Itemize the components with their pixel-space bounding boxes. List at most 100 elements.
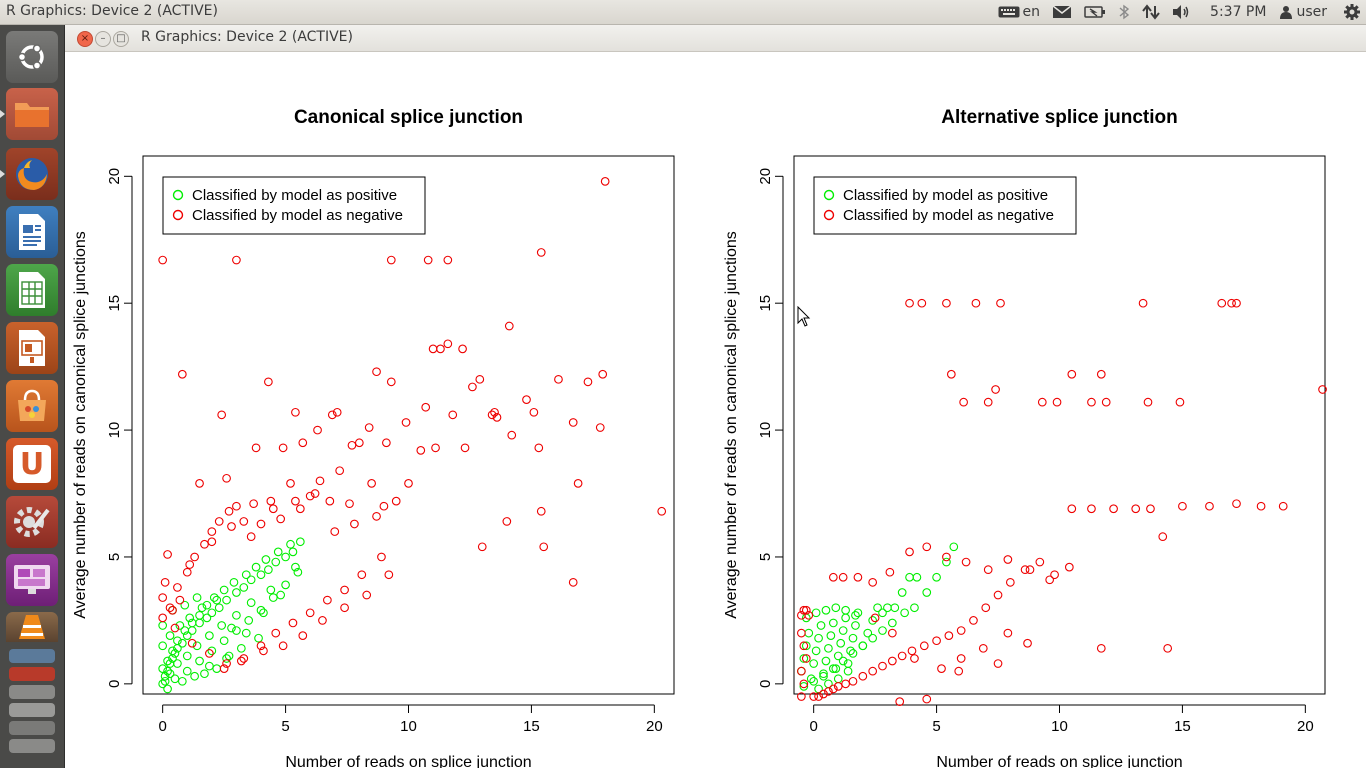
data-point-negative bbox=[350, 519, 359, 529]
data-point-negative bbox=[182, 567, 192, 577]
workspace-switcher-icon bbox=[14, 565, 50, 594]
launcher-calc[interactable] bbox=[6, 264, 58, 316]
launcher-writer[interactable] bbox=[6, 206, 58, 258]
y-axis-label: Average number of reads on canonical spl… bbox=[72, 231, 89, 619]
network-indicator[interactable] bbox=[1142, 4, 1160, 20]
data-point-positive bbox=[841, 605, 850, 615]
window-titlebar[interactable]: × – □ R Graphics: Device 2 (ACTIVE) bbox=[65, 25, 1366, 52]
y-tick-label: 10 bbox=[106, 422, 123, 439]
data-point-negative bbox=[897, 651, 907, 661]
data-point-negative bbox=[256, 641, 266, 651]
data-point-negative bbox=[416, 446, 426, 455]
data-point-positive bbox=[241, 570, 251, 580]
data-point-negative bbox=[1087, 397, 1096, 407]
y-tick-label: 5 bbox=[106, 553, 123, 561]
data-point-negative bbox=[345, 499, 354, 509]
data-point-negative bbox=[507, 430, 517, 440]
launcher-collapsed-item[interactable] bbox=[9, 703, 55, 717]
data-point-positive bbox=[232, 588, 241, 597]
launcher-collapsed-item[interactable] bbox=[9, 685, 55, 699]
launcher-vlc[interactable] bbox=[6, 612, 58, 642]
data-point-negative bbox=[838, 572, 848, 582]
legend-box bbox=[813, 176, 1077, 235]
keyboard-indicator[interactable]: en bbox=[998, 4, 1040, 20]
data-point-negative bbox=[330, 527, 340, 536]
data-point-positive bbox=[232, 626, 241, 635]
window-maximize-button[interactable]: □ bbox=[113, 31, 129, 47]
launcher-running-indicator bbox=[0, 170, 5, 178]
data-point-negative bbox=[799, 605, 809, 615]
launcher-impress[interactable] bbox=[6, 322, 58, 374]
data-point-negative bbox=[200, 539, 209, 549]
data-point-positive bbox=[160, 671, 170, 681]
launcher-collapsed-item[interactable] bbox=[9, 739, 55, 753]
session-menu[interactable] bbox=[1343, 3, 1361, 21]
launcher-system-settings[interactable] bbox=[6, 496, 58, 548]
data-point-negative bbox=[961, 557, 971, 567]
legend-label: Classified by model as negative bbox=[192, 207, 403, 224]
data-point-negative bbox=[1143, 397, 1153, 407]
data-point-negative bbox=[298, 438, 308, 448]
data-point-negative bbox=[1146, 504, 1155, 514]
data-point-negative bbox=[205, 649, 214, 658]
data-point-negative bbox=[315, 476, 325, 486]
launcher-collapsed-item[interactable] bbox=[9, 649, 55, 663]
data-point-positive bbox=[205, 661, 214, 671]
mail-indicator[interactable] bbox=[1052, 5, 1072, 19]
data-point-negative bbox=[163, 550, 172, 559]
data-point-positive bbox=[256, 570, 266, 580]
data-point-negative bbox=[386, 255, 396, 265]
data-point-positive bbox=[207, 646, 217, 656]
bluetooth-indicator[interactable] bbox=[1118, 4, 1130, 20]
data-point-positive bbox=[831, 603, 841, 613]
launcher-collapsed-item[interactable] bbox=[9, 721, 55, 735]
data-point-positive bbox=[858, 641, 868, 651]
data-point-positive bbox=[801, 641, 811, 651]
data-point-positive bbox=[799, 682, 809, 691]
data-point-positive bbox=[833, 674, 843, 684]
y-tick-label: 5 bbox=[757, 553, 774, 561]
data-point-negative bbox=[1318, 385, 1327, 394]
data-point-positive bbox=[160, 676, 170, 686]
battery-indicator[interactable] bbox=[1084, 5, 1106, 19]
data-point-negative bbox=[421, 402, 431, 412]
launcher-firefox[interactable] bbox=[6, 148, 58, 200]
data-point-negative bbox=[264, 377, 273, 387]
data-point-positive bbox=[192, 641, 202, 651]
data-point-negative bbox=[367, 479, 376, 488]
software-center-icon bbox=[18, 389, 46, 421]
launcher-files[interactable] bbox=[6, 88, 58, 140]
data-point-positive bbox=[293, 567, 303, 577]
data-point-negative bbox=[310, 489, 320, 498]
clock[interactable]: 5:37 PM bbox=[1210, 4, 1267, 20]
data-point-negative bbox=[227, 522, 236, 531]
launcher-ubuntu-one[interactable]: U bbox=[6, 438, 58, 490]
data-point-positive bbox=[843, 666, 853, 676]
data-point-positive bbox=[224, 651, 234, 661]
data-point-negative bbox=[475, 374, 485, 384]
launcher-workspace-switcher[interactable] bbox=[6, 554, 58, 606]
data-point-negative bbox=[1138, 298, 1148, 308]
legend-marker bbox=[172, 189, 184, 201]
x-tick-label: 5 bbox=[932, 718, 940, 735]
data-point-positive bbox=[264, 565, 273, 575]
x-tick-label: 0 bbox=[809, 718, 817, 735]
data-point-negative bbox=[347, 440, 357, 450]
data-point-negative bbox=[288, 618, 298, 628]
data-point-positive bbox=[890, 603, 900, 613]
mail-icon bbox=[1052, 5, 1072, 18]
data-point-positive bbox=[197, 603, 207, 613]
window-minimize-button[interactable]: – bbox=[95, 31, 111, 47]
launcher-software-center[interactable] bbox=[6, 380, 58, 432]
data-point-negative bbox=[1131, 504, 1141, 514]
data-point-positive bbox=[836, 638, 846, 648]
data-point-positive bbox=[878, 626, 887, 635]
data-point-positive bbox=[281, 580, 290, 590]
user-menu[interactable]: user bbox=[1280, 4, 1327, 20]
volume-indicator[interactable] bbox=[1172, 4, 1192, 20]
data-point-positive bbox=[212, 664, 222, 673]
launcher-collapsed-item[interactable] bbox=[9, 667, 55, 681]
data-point-positive bbox=[841, 613, 850, 623]
window-close-button[interactable]: × bbox=[77, 31, 93, 47]
launcher-dash[interactable] bbox=[6, 31, 58, 83]
